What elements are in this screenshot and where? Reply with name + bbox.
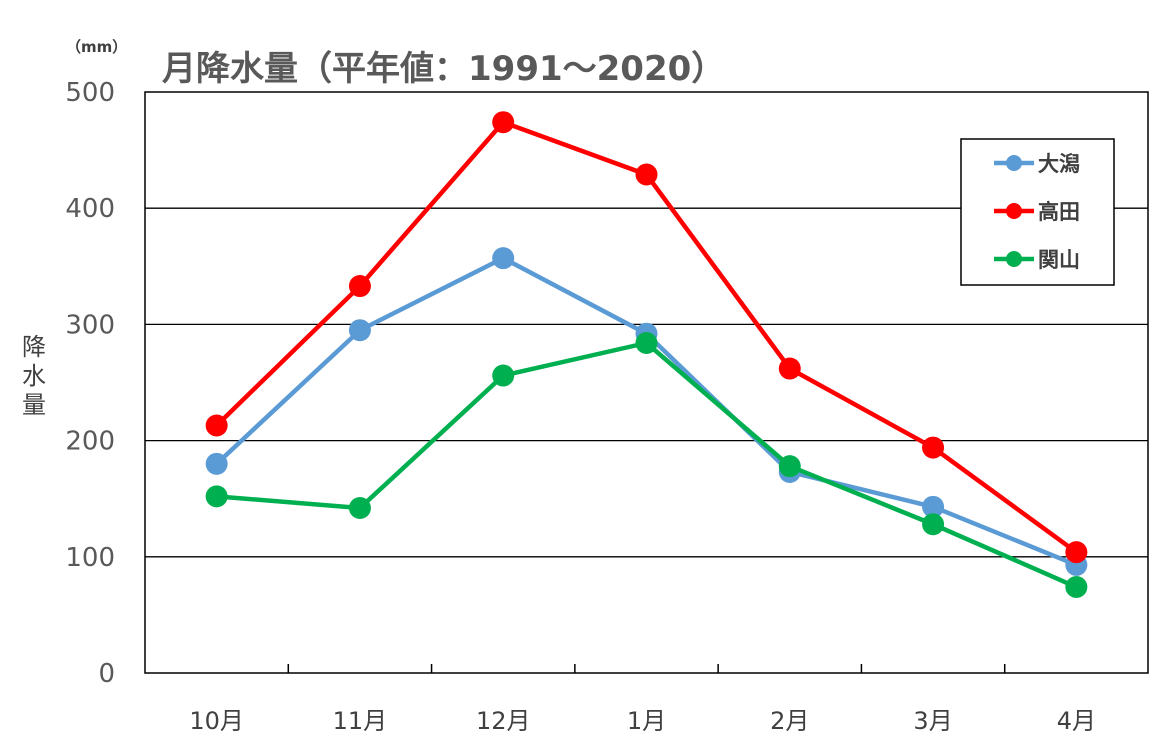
x-tick-label: 12月 — [476, 707, 531, 735]
data-point — [492, 111, 515, 134]
y-tick-label: 0 — [98, 659, 115, 689]
series-line — [215, 255, 1078, 568]
x-tick-label: 4月 — [1057, 707, 1096, 735]
y-axis-label-char: 水 — [22, 362, 46, 390]
data-point — [348, 319, 371, 342]
legend-item: 関山 — [994, 248, 1080, 272]
data-point — [778, 455, 801, 478]
legend-label: 関山 — [1038, 248, 1080, 272]
y-axis-label-char: 量 — [22, 391, 46, 419]
data-point — [205, 414, 228, 437]
data-point — [348, 496, 371, 519]
data-point — [348, 275, 371, 298]
x-tick-label: 11月 — [333, 707, 388, 735]
data-point — [635, 163, 658, 186]
legend-label: 高田 — [1038, 200, 1080, 224]
data-point — [922, 513, 945, 536]
y-tick-label: 100 — [65, 543, 115, 573]
legend-item: 高田 — [994, 200, 1080, 224]
legend-item: 大潟 — [994, 152, 1080, 176]
data-point — [492, 364, 515, 387]
x-tick-label: 3月 — [913, 707, 952, 735]
series-大潟 — [205, 247, 1088, 576]
y-tick-label: 200 — [65, 427, 115, 457]
data-point — [922, 495, 945, 518]
x-axis-ticks — [287, 664, 1006, 673]
data-point — [492, 247, 515, 270]
data-point — [205, 485, 228, 508]
y-tick-label: 300 — [65, 310, 115, 340]
y-axis-label: 降 水 量 — [22, 333, 46, 419]
data-point — [922, 436, 945, 459]
y-tick-label: 500 — [65, 78, 115, 108]
chart-title: 月降水量（平年値：1991～2020） — [162, 49, 725, 89]
series-関山 — [205, 331, 1088, 599]
data-point — [1065, 576, 1088, 599]
legend-label: 大潟 — [1038, 152, 1080, 176]
legend-swatch-marker — [1006, 155, 1022, 171]
legend-swatch-marker — [1006, 251, 1022, 267]
data-point — [1065, 541, 1088, 564]
y-axis-tick-labels: 0 100 200 300 400 500 — [65, 78, 115, 689]
series-lines — [205, 111, 1088, 599]
data-point — [635, 331, 658, 354]
series-line — [216, 340, 1078, 590]
data-point — [778, 357, 801, 380]
series-高田 — [205, 111, 1088, 564]
y-tick-label: 400 — [65, 194, 115, 224]
y-axis-label-char: 降 — [22, 333, 46, 361]
legend-box — [960, 138, 1115, 286]
data-point — [205, 452, 228, 475]
plot-area — [144, 91, 1149, 674]
x-tick-label: 2月 — [770, 707, 809, 735]
legend-swatch-marker — [1006, 203, 1022, 219]
x-tick-label: 10月 — [189, 707, 244, 735]
x-axis-tick-labels: 10月 11月 12月 1月 2月 3月 4月 — [189, 707, 1096, 735]
x-tick-label: 1月 — [627, 707, 666, 735]
unit-label: （mm） — [66, 38, 127, 56]
